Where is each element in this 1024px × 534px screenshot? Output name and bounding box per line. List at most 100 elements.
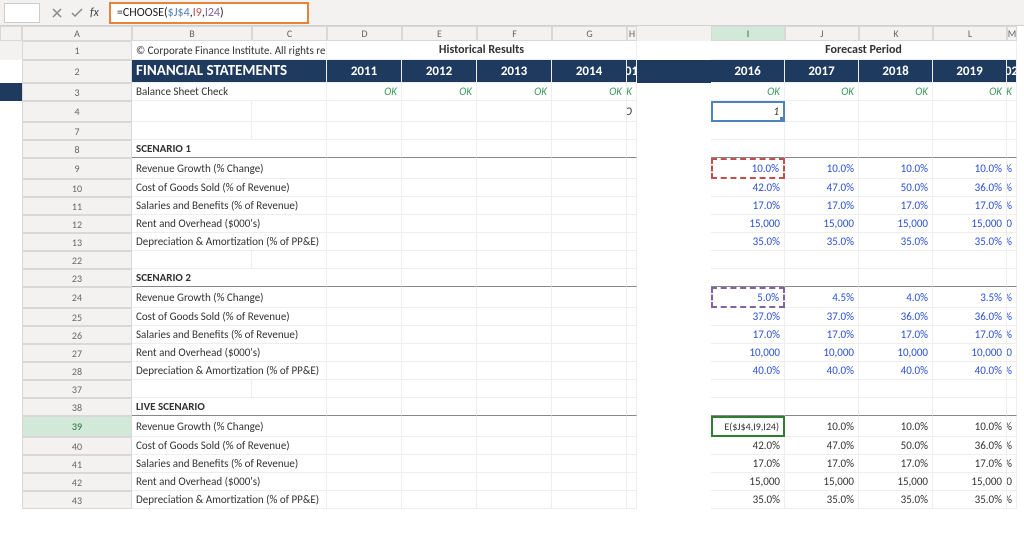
col-header-G[interactable]: G (552, 26, 627, 41)
value-cell[interactable]: 35.0% (785, 233, 859, 251)
value-cell[interactable]: 35.0% (1007, 308, 1017, 326)
value-cell[interactable]: 40.0% (711, 362, 785, 380)
value-cell[interactable]: 40.0% (785, 362, 859, 380)
col-header-C[interactable]: C (252, 26, 327, 41)
col-header-B[interactable]: B (132, 26, 252, 41)
value-cell[interactable]: 17.0% (933, 326, 1007, 344)
col-header-J[interactable]: J (785, 26, 859, 41)
row-header-41[interactable]: 41 (22, 455, 132, 473)
value-cell[interactable]: 36.0% (859, 308, 933, 326)
value-cell[interactable]: 10,000 (859, 344, 933, 362)
value-cell[interactable]: 10,000 (933, 344, 1007, 362)
value-cell[interactable]: 17.0% (785, 455, 859, 473)
row-header-12[interactable]: 12 (22, 215, 132, 233)
row-header-26[interactable]: 26 (22, 326, 132, 344)
value-cell[interactable]: 10.0% (711, 158, 785, 179)
value-cell[interactable]: E($J$4,I9,I24) (711, 416, 785, 437)
row-header-13[interactable]: 13 (22, 233, 132, 251)
value-cell[interactable]: 15,000 (933, 473, 1007, 491)
value-cell[interactable]: 17.0% (859, 326, 933, 344)
row-header-23[interactable]: 23 (22, 269, 132, 287)
value-cell[interactable]: 42.0% (711, 437, 785, 455)
value-cell[interactable]: 36.0% (933, 179, 1007, 197)
value-cell[interactable]: 35.0% (711, 233, 785, 251)
value-cell[interactable]: 17.0% (711, 455, 785, 473)
value-cell[interactable]: 15,000 (859, 215, 933, 233)
value-cell[interactable]: 17.0% (1007, 455, 1017, 473)
accept-formula-icon[interactable] (70, 6, 84, 20)
value-cell[interactable]: 35.0% (1007, 179, 1017, 197)
value-cell[interactable]: 50.0% (859, 179, 933, 197)
value-cell[interactable]: 10,000 (711, 344, 785, 362)
live-scenario-value[interactable]: 1 (711, 101, 785, 122)
col-header-K[interactable]: K (859, 26, 933, 41)
value-cell[interactable]: 10.0% (859, 416, 933, 437)
row-header-40[interactable]: 40 (22, 437, 132, 455)
value-cell[interactable]: 15,000 (1007, 215, 1017, 233)
col-header-L[interactable]: L (933, 26, 1007, 41)
value-cell[interactable]: 37.0% (785, 308, 859, 326)
row-header-11[interactable]: 11 (22, 197, 132, 215)
value-cell[interactable]: 4.5% (785, 287, 859, 308)
row-header-27[interactable]: 27 (22, 344, 132, 362)
value-cell[interactable]: 35.0% (933, 491, 1007, 509)
col-header-H[interactable]: H (627, 26, 637, 41)
row-header-25[interactable]: 25 (22, 308, 132, 326)
col-header-D[interactable]: D (327, 26, 402, 41)
value-cell[interactable]: 17.0% (859, 197, 933, 215)
name-box[interactable] (4, 3, 40, 23)
value-cell[interactable]: 35.0% (1007, 491, 1017, 509)
row-header-37[interactable]: 37 (22, 380, 132, 398)
cancel-formula-icon[interactable] (50, 6, 64, 20)
value-cell[interactable]: 17.0% (1007, 197, 1017, 215)
row-header-28[interactable]: 28 (22, 362, 132, 380)
row-header-8[interactable]: 8 (22, 140, 132, 158)
value-cell[interactable]: 15,000 (1007, 473, 1017, 491)
value-cell[interactable]: 40.0% (933, 362, 1007, 380)
formula-input[interactable]: =CHOOSE( $J$4, I9, I24 ) (109, 2, 309, 24)
col-header-M[interactable]: M (1007, 26, 1017, 41)
value-cell[interactable]: 10.0% (859, 158, 933, 179)
value-cell[interactable]: 3.0% (1007, 287, 1017, 308)
value-cell[interactable]: 35.0% (1007, 437, 1017, 455)
value-cell[interactable]: 35.0% (859, 233, 933, 251)
row-header-43[interactable]: 43 (22, 491, 132, 509)
col-header-I[interactable]: I (711, 26, 785, 41)
value-cell[interactable]: 15,000 (785, 215, 859, 233)
value-cell[interactable]: 50.0% (859, 437, 933, 455)
col-header-E[interactable]: E (402, 26, 477, 41)
row-header-3[interactable]: 3 (22, 83, 132, 101)
value-cell[interactable]: 40.0% (1007, 362, 1017, 380)
value-cell[interactable]: 15,000 (785, 473, 859, 491)
row-header-42[interactable]: 42 (22, 473, 132, 491)
value-cell[interactable]: 15,000 (933, 215, 1007, 233)
value-cell[interactable]: 35.0% (711, 491, 785, 509)
value-cell[interactable]: 35.0% (859, 491, 933, 509)
value-cell[interactable]: 47.0% (785, 179, 859, 197)
value-cell[interactable]: 10.0% (933, 416, 1007, 437)
row-header-22[interactable]: 22 (22, 251, 132, 269)
row-header-9[interactable]: 9 (22, 158, 132, 179)
row-header-4[interactable]: 4 (22, 101, 132, 122)
value-cell[interactable]: 10.0% (1007, 416, 1017, 437)
value-cell[interactable]: 17.0% (785, 326, 859, 344)
value-cell[interactable]: 15,000 (711, 473, 785, 491)
value-cell[interactable]: 35.0% (1007, 233, 1017, 251)
value-cell[interactable]: 47.0% (785, 437, 859, 455)
value-cell[interactable]: 35.0% (933, 233, 1007, 251)
value-cell[interactable]: 10.0% (1007, 158, 1017, 179)
value-cell[interactable]: 17.0% (933, 455, 1007, 473)
value-cell[interactable]: 17.0% (711, 326, 785, 344)
row-header-39[interactable]: 39 (22, 416, 132, 437)
row-header-10[interactable]: 10 (22, 179, 132, 197)
value-cell[interactable]: 4.0% (859, 287, 933, 308)
value-cell[interactable]: 37.0% (711, 308, 785, 326)
value-cell[interactable]: 40.0% (859, 362, 933, 380)
value-cell[interactable]: 35.0% (785, 491, 859, 509)
value-cell[interactable]: 10.0% (785, 158, 859, 179)
row-header-38[interactable]: 38 (22, 398, 132, 416)
col-header-A[interactable]: A (22, 26, 132, 41)
value-cell[interactable]: 42.0% (711, 179, 785, 197)
row-header-24[interactable]: 24 (22, 287, 132, 308)
value-cell[interactable]: 10.0% (785, 416, 859, 437)
